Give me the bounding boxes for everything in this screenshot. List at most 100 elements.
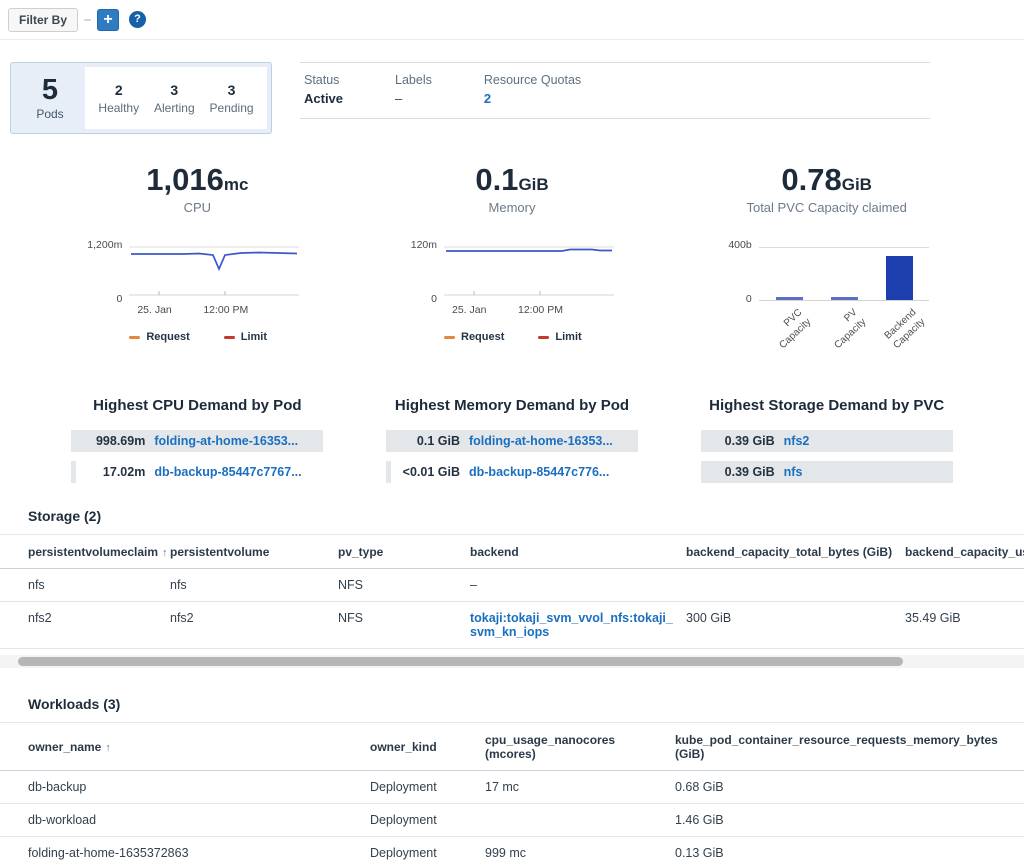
- filter-toolbar: Filter By + ?: [0, 0, 1024, 40]
- filter-connector-line: [84, 18, 92, 21]
- capacity-total-cell: 300 GiB: [686, 601, 905, 649]
- storage-demand-bar: [700, 430, 953, 452]
- resource-quotas-link[interactable]: 2: [483, 91, 492, 106]
- pv-capacity-bar: [830, 297, 858, 300]
- pv-cell: nfs: [170, 568, 338, 602]
- filter-by-button[interactable]: Filter By: [8, 7, 79, 32]
- status-panel: Status Active Labels – Resource Quotas 2: [300, 62, 930, 119]
- request-dash-icon: [129, 335, 141, 339]
- storage-demand-row: 0.39 GiB nfs: [700, 461, 953, 483]
- storage-demand-value: 0.39 GiB: [724, 434, 775, 448]
- status-label: Status: [304, 73, 340, 87]
- horizontal-scrollbar-thumb[interactable]: [18, 657, 903, 666]
- memory-unit: GiB: [518, 175, 549, 194]
- storage-table: persistentvolumeclaim ↑ persistentvolume …: [0, 534, 1024, 649]
- pods-pending-tile[interactable]: 3 Pending: [210, 82, 254, 115]
- memory-total-value: 0.1GiB: [475, 164, 548, 195]
- cpu-unit: mc: [223, 175, 249, 194]
- memory-legend-request[interactable]: Request: [444, 331, 504, 343]
- pvc-cell: nfs: [0, 568, 170, 602]
- memory-demand-bar: [386, 430, 638, 452]
- memory-y-min: 0: [431, 293, 437, 305]
- cpu-demand-value: 17.02m: [102, 465, 146, 479]
- summary-row: 5 Pods 2 Healthy 3 Alerting 3 Pending: [10, 62, 930, 134]
- pods-status-tiles: 2 Healthy 3 Alerting 3 Pending: [85, 67, 267, 129]
- backend-cell: –: [470, 568, 686, 602]
- storage-section: Storage (2) persistentvolumeclaim ↑ persi…: [0, 508, 1024, 668]
- labels-value: –: [395, 91, 403, 106]
- storage-demand-bar: [700, 461, 953, 483]
- owner-name-cell: folding-at-home-1635372863: [0, 836, 370, 860]
- alerting-label: Alerting: [153, 100, 195, 115]
- col-backend[interactable]: backend: [470, 534, 686, 569]
- pods-total-tile[interactable]: 5 Pods: [15, 67, 85, 129]
- col-backend-capacity-used[interactable]: backend_capacity_used_bytes (GiB): [905, 534, 1024, 569]
- add-filter-button[interactable]: +: [97, 8, 120, 31]
- col-memory-requests[interactable]: kube_pod_container_resource_requests_mem…: [675, 722, 1024, 771]
- storage-demand-pvc-link[interactable]: nfs2: [783, 434, 810, 448]
- help-icon[interactable]: ?: [129, 11, 147, 28]
- col-owner-name[interactable]: owner_name ↑: [0, 722, 370, 771]
- cpu-usage-cell: [485, 803, 675, 837]
- col-owner-kind[interactable]: owner_kind: [370, 722, 485, 771]
- pvc-unit: GiB: [841, 175, 872, 194]
- labels-field: Labels –: [395, 73, 432, 106]
- col-persistentvolumeclaim[interactable]: persistentvolumeclaim ↑: [0, 534, 170, 569]
- memory-demand-pod-link[interactable]: db-backup-85447c776...: [469, 465, 610, 479]
- pvc-cell: nfs2: [0, 601, 170, 649]
- highest-cpu-demand-title: Highest CPU Demand by Pod: [93, 397, 302, 414]
- workload-row-db-workload: db-workload Deployment 1.46 GiB: [0, 803, 1024, 837]
- workloads-header-row: owner_name ↑ owner_kind cpu_usage_nanocor…: [0, 722, 1024, 771]
- workloads-section-title: Workloads (3): [28, 696, 121, 712]
- memory-requests-cell: 1.46 GiB: [675, 803, 1024, 837]
- cpu-total-value: 1,016mc: [146, 164, 248, 195]
- backend-link[interactable]: tokaji:tokaji_svm_vvol_nfs:tokaji_svm_kn…: [470, 611, 673, 639]
- storage-column: 0.78GiB Total PVC Capacity claimed 400b …: [669, 164, 984, 492]
- pods-total-count: 5: [41, 73, 59, 106]
- pvc-number: 0.78: [781, 162, 842, 197]
- cpu-y-min: 0: [116, 293, 123, 305]
- memory-legend-limit[interactable]: Limit: [538, 331, 582, 343]
- storage-header-row: persistentvolumeclaim ↑ persistentvolume …: [0, 534, 1024, 569]
- storage-demand-pvc-link[interactable]: nfs: [783, 465, 803, 479]
- col-backend-capacity-total[interactable]: backend_capacity_total_bytes (GiB): [686, 534, 905, 569]
- resource-quotas-field: Resource Quotas 2: [484, 73, 581, 106]
- cpu-chart: 1,200m 0 25. Jan: [85, 239, 309, 371]
- storage-bar-chart: 400b 0 PVC Capacity PV Capacity Backend …: [715, 239, 939, 371]
- cpu-column: 1,016mc CPU 1,200m 0: [40, 164, 355, 492]
- memory-requests-cell: 0.68 GiB: [675, 770, 1024, 804]
- workloads-section: Workloads (3) owner_name ↑ owner_kind cpu…: [0, 696, 1024, 860]
- cpu-demand-pod-link[interactable]: folding-at-home-16353...: [154, 434, 299, 448]
- cpu-demand-bar: [71, 430, 324, 452]
- cpu-usage-cell: 17 mc: [485, 770, 675, 804]
- cpu-demand-rows: 998.69m folding-at-home-16353... 17.02m …: [71, 430, 324, 492]
- memory-demand-pod-link[interactable]: folding-at-home-16353...: [469, 434, 613, 448]
- memory-line-plot: [444, 239, 614, 301]
- pv-type-cell: NFS: [338, 568, 470, 602]
- pods-healthy-tile[interactable]: 2 Healthy: [98, 82, 139, 115]
- cpu-demand-row: 17.02m db-backup-85447c7767...: [71, 461, 323, 483]
- cpu-legend-request[interactable]: Request: [129, 331, 190, 343]
- pods-alerting-tile[interactable]: 3 Alerting: [154, 82, 195, 115]
- cpu-label: CPU: [183, 200, 212, 215]
- storage-demand-row: 0.39 GiB nfs2: [700, 430, 953, 452]
- memory-x-tick-1: 25. Jan: [452, 304, 487, 316]
- cpu-legend-limit[interactable]: Limit: [223, 331, 267, 343]
- resource-quotas-label: Resource Quotas: [483, 73, 582, 87]
- storage-y-min: 0: [745, 293, 752, 305]
- col-pv-type[interactable]: pv_type: [338, 534, 470, 569]
- storage-y-max: 400b: [728, 239, 752, 251]
- cpu-legend: Request Limit: [129, 331, 309, 343]
- col-cpu-usage[interactable]: cpu_usage_nanocores (mcores): [485, 722, 675, 771]
- cpu-demand-row: 998.69m folding-at-home-16353...: [71, 430, 324, 452]
- owner-kind-cell: Deployment: [370, 770, 485, 804]
- cpu-y-max: 1,200m: [87, 239, 123, 251]
- memory-y-max: 120m: [410, 239, 437, 251]
- healthy-count: 2: [114, 81, 123, 98]
- storage-demand-rows: 0.39 GiB nfs2 0.39 GiB nfs: [700, 430, 953, 492]
- horizontal-scrollbar-track[interactable]: [0, 655, 1024, 668]
- col-persistentvolume[interactable]: persistentvolume: [170, 534, 338, 569]
- cpu-demand-pod-link[interactable]: db-backup-85447c7767...: [154, 465, 302, 479]
- owner-name-cell: db-workload: [0, 803, 370, 837]
